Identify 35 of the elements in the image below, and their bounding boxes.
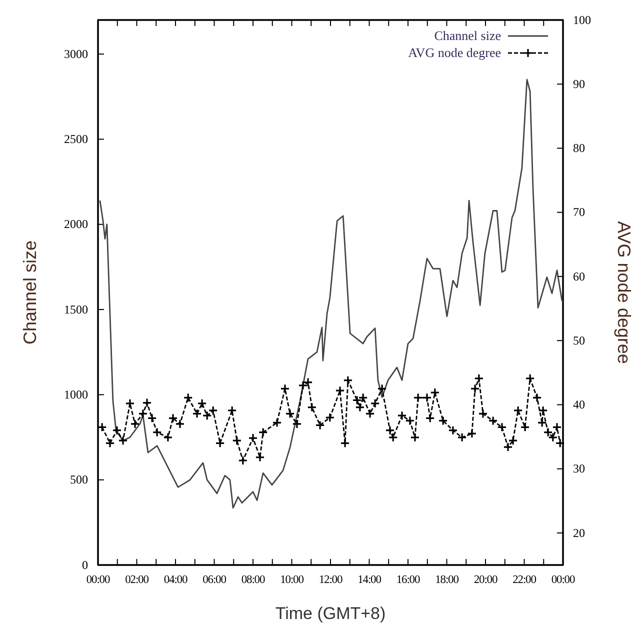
x-tick-label: 06:00 [202, 574, 227, 586]
x-tick-label: 14:00 [358, 574, 382, 586]
y2-tick-label: 30 [573, 462, 585, 476]
x-tick-label: 20:00 [474, 574, 498, 586]
y2-tick-label: 50 [573, 333, 585, 348]
y2-tick-label: 100 [573, 12, 591, 27]
y-axis-title: Channel size [20, 240, 40, 345]
y-tick-label: 1500 [64, 302, 88, 316]
x-tick-label: 10:00 [280, 574, 304, 586]
y-tick-label: 0 [82, 558, 88, 572]
y-tick-label: 500 [70, 472, 88, 487]
y2-tick-label: 60 [573, 269, 585, 284]
y2-tick-label: 20 [573, 526, 585, 540]
x-axis-title: Time (GMT+8) [275, 604, 386, 623]
x-tick-label: 00:00 [86, 574, 110, 586]
line-series [99, 78, 563, 509]
x-tick-label: 04:00 [164, 574, 188, 586]
legend-label: AVG node degree [408, 45, 502, 60]
legend-label: Channel size [434, 28, 502, 43]
x-tick-label: 02:00 [125, 574, 150, 586]
y-tick-label: 2500 [64, 132, 88, 146]
x-tick-label: 12:00 [318, 574, 343, 586]
y2-tick-label: 80 [573, 141, 585, 156]
y2-tick-label: 40 [573, 398, 585, 412]
y2-axis-title: AVG node degree [614, 221, 634, 364]
x-tick-label: 22:00 [512, 574, 537, 586]
x-tick-label: 08:00 [241, 574, 266, 586]
x-tick-label: 18:00 [435, 574, 460, 586]
x-tick-label: 00:00 [551, 574, 576, 586]
y2-tick-label: 70 [573, 205, 585, 220]
y-tick-label: 3000 [64, 46, 88, 61]
y-tick-label: 1000 [64, 388, 88, 402]
y-tick-label: 2000 [64, 217, 88, 232]
y2-tick-label: 90 [573, 76, 585, 91]
x-tick-label: 16:00 [396, 574, 420, 586]
